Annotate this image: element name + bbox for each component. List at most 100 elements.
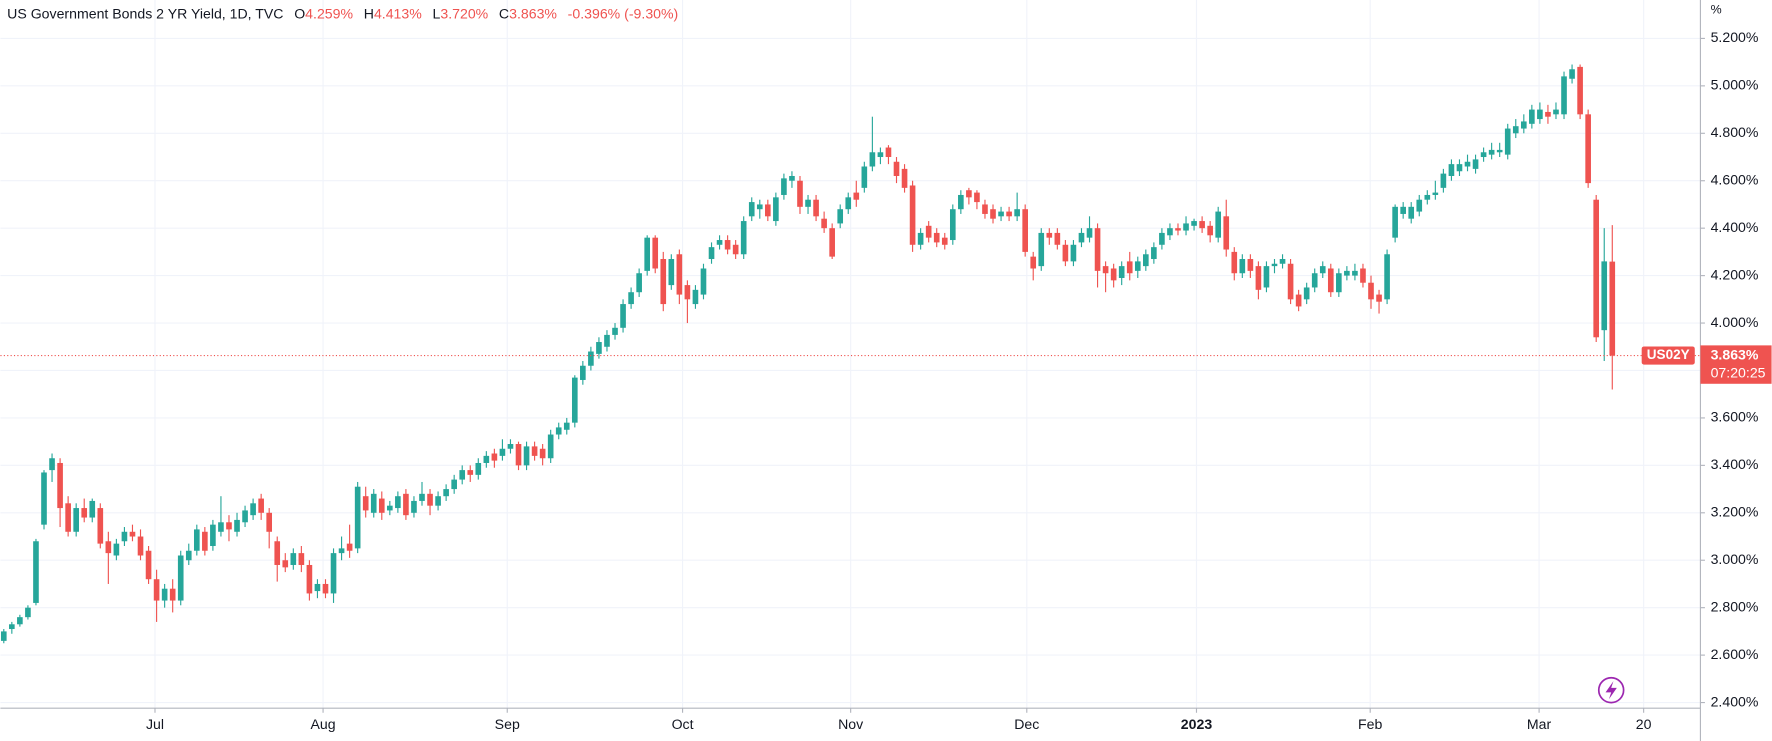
candle-body <box>974 192 980 203</box>
candle-body <box>1352 270 1358 276</box>
candle-body <box>121 531 128 542</box>
x-tick-label: 2023 <box>1181 716 1213 732</box>
candle-body <box>169 588 176 601</box>
candle-body <box>25 607 31 618</box>
ohlc-key: H <box>364 5 374 21</box>
candle-body <box>49 458 55 471</box>
candle-body <box>571 377 578 423</box>
candle-body <box>1102 266 1109 274</box>
ohlc-key: L <box>433 5 441 21</box>
candle-body <box>1609 261 1616 356</box>
candle-body <box>1537 109 1543 120</box>
grid <box>0 0 1701 709</box>
candle-body <box>507 444 514 449</box>
candle-body <box>612 327 618 335</box>
candle-body <box>1295 294 1302 307</box>
candle-body <box>917 232 924 245</box>
candle-body <box>0 631 7 641</box>
candle-body <box>716 240 723 245</box>
candle-body <box>1585 114 1591 184</box>
y-tick-label: 5.200% <box>1711 29 1759 45</box>
candle-body <box>1191 221 1197 226</box>
candle-body <box>451 479 457 490</box>
candle-body <box>282 560 289 568</box>
replay-icon[interactable] <box>1597 676 1625 704</box>
candle-body <box>105 541 112 554</box>
candle-body <box>909 185 916 245</box>
candle-body <box>1126 261 1133 274</box>
candle-body <box>234 519 240 532</box>
candle-body <box>266 512 273 532</box>
candle-body <box>443 489 449 497</box>
candle-body <box>145 550 152 580</box>
ohlc-value: 4.259% <box>305 5 353 21</box>
candle-body <box>966 190 972 198</box>
candle-body <box>1311 273 1318 288</box>
candle-body <box>547 434 554 459</box>
candle-body <box>1022 209 1028 252</box>
x-tick-label: Oct <box>672 716 694 732</box>
symbol-tag-label: US02Y <box>1647 347 1690 362</box>
y-tick-label: 5.000% <box>1711 77 1759 93</box>
candle-body <box>1416 199 1423 212</box>
candle-body <box>1472 159 1479 169</box>
candle-body <box>1062 244 1069 262</box>
candle-body <box>748 202 755 217</box>
candle-body <box>1207 225 1213 236</box>
candle-body <box>475 462 482 475</box>
candle-body <box>346 543 353 551</box>
candle-body <box>1303 287 1310 300</box>
candle-body <box>1561 76 1567 115</box>
candle-body <box>1545 111 1551 117</box>
candle-body <box>1006 211 1012 217</box>
candle-body <box>1118 266 1125 278</box>
candle-body <box>628 292 634 305</box>
price-tag-label: 3.863% <box>1711 346 1759 362</box>
candle-body <box>1151 247 1157 260</box>
candle-body <box>354 486 361 549</box>
candle-body <box>1223 216 1230 250</box>
candle-body <box>740 221 747 255</box>
candle-body <box>491 453 498 461</box>
candle-body <box>982 204 988 214</box>
candle-body <box>314 583 321 592</box>
candle-body <box>306 564 313 594</box>
ohlc-value: 3.720% <box>440 5 488 21</box>
candle-body <box>1440 173 1447 188</box>
icon-bolt[interactable] <box>1605 681 1617 700</box>
candle-body <box>1134 261 1141 271</box>
candle-body <box>1456 164 1463 172</box>
candle-body <box>427 493 433 506</box>
x-tick-label: Aug <box>311 716 336 732</box>
candle-body <box>1199 221 1205 229</box>
x-tick-label: Feb <box>1358 716 1382 732</box>
candle-body <box>387 505 393 511</box>
candle-body <box>1504 128 1511 155</box>
candle-body <box>941 237 948 245</box>
candle-body <box>1360 268 1366 283</box>
y-tick-label: 3.200% <box>1711 504 1759 520</box>
candle-body <box>57 462 63 509</box>
candle-body <box>949 209 956 241</box>
candle-body <box>644 237 651 271</box>
candle-body <box>1400 206 1406 214</box>
candle-body <box>684 285 691 300</box>
candle-body <box>97 508 104 544</box>
x-tick-label: Nov <box>838 716 863 732</box>
candle-body <box>298 553 305 565</box>
candle-body <box>1577 66 1583 115</box>
candle-body <box>998 211 1004 217</box>
candle-body <box>555 427 562 435</box>
candle-body <box>1086 228 1093 238</box>
candle-body <box>419 493 425 501</box>
candle-body <box>756 204 763 210</box>
candle-body <box>1167 228 1173 236</box>
y-tick-label: 3.400% <box>1711 456 1759 472</box>
candle-body <box>1271 263 1278 267</box>
candle-body <box>1070 244 1077 262</box>
candle-body <box>700 268 707 295</box>
candle-body <box>395 496 401 509</box>
candle-body <box>652 237 659 269</box>
candles <box>0 64 1701 644</box>
candle-body <box>467 470 474 475</box>
